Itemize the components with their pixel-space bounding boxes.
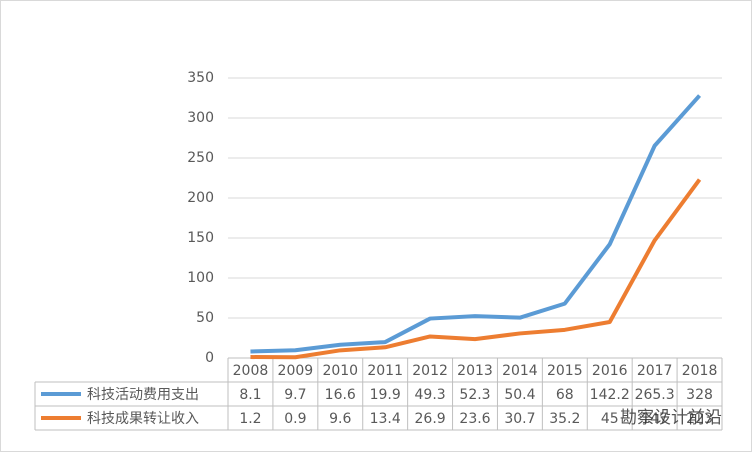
x-tick-label: 2013 (457, 363, 493, 379)
x-tick-label: 2015 (547, 363, 583, 379)
table-value: 1.2 (239, 411, 261, 427)
table-value: 223 (686, 411, 713, 427)
y-tick-label: 250 (187, 150, 214, 166)
x-tick-label: 2014 (502, 363, 538, 379)
y-tick-label: 100 (187, 270, 214, 286)
legend-label: 科技成果转让收入 (87, 411, 199, 427)
table-value: 8.1 (239, 387, 261, 403)
table-value: 13.4 (370, 411, 401, 427)
table-value: 50.4 (504, 387, 535, 403)
table-value: 35.2 (549, 411, 580, 427)
x-tick-label: 2018 (682, 363, 718, 379)
table-value: 26.9 (415, 411, 446, 427)
table-value: 68 (556, 387, 574, 403)
watermark: 勘察设计前沿 (620, 408, 722, 428)
table-value: 23.6 (459, 411, 490, 427)
series-line (250, 178, 702, 360)
table-value: 142.2 (590, 387, 630, 403)
table-value: 16.6 (325, 387, 356, 403)
y-tick-label: 200 (187, 190, 214, 206)
legend-label: 科技活动费用支出 (87, 387, 199, 403)
table-value: 30.7 (504, 411, 535, 427)
table-value: 147 (641, 411, 668, 427)
x-tick-label: 2009 (278, 363, 314, 379)
y-tick-label: 150 (187, 230, 214, 246)
series-line (250, 94, 702, 354)
table-value: 45 (601, 411, 619, 427)
table-value: 49.3 (415, 387, 446, 403)
table-value: 9.6 (329, 411, 351, 427)
table-value: 9.7 (284, 387, 306, 403)
x-tick-label: 2016 (592, 363, 628, 379)
y-tick-label: 350 (187, 70, 214, 86)
y-tick-label: 0 (205, 350, 214, 366)
x-tick-label: 2008 (233, 363, 269, 379)
x-tick-label: 2017 (637, 363, 673, 379)
table-value: 0.9 (284, 411, 306, 427)
table-value: 19.9 (370, 387, 401, 403)
table-value: 265.3 (635, 387, 675, 403)
table-value: 52.3 (459, 387, 490, 403)
x-tick-label: 2010 (322, 363, 358, 379)
x-tick-label: 2011 (367, 363, 403, 379)
table-value: 328 (686, 387, 713, 403)
x-tick-label: 2012 (412, 363, 448, 379)
y-tick-label: 300 (187, 110, 214, 126)
y-tick-label: 50 (196, 310, 214, 326)
